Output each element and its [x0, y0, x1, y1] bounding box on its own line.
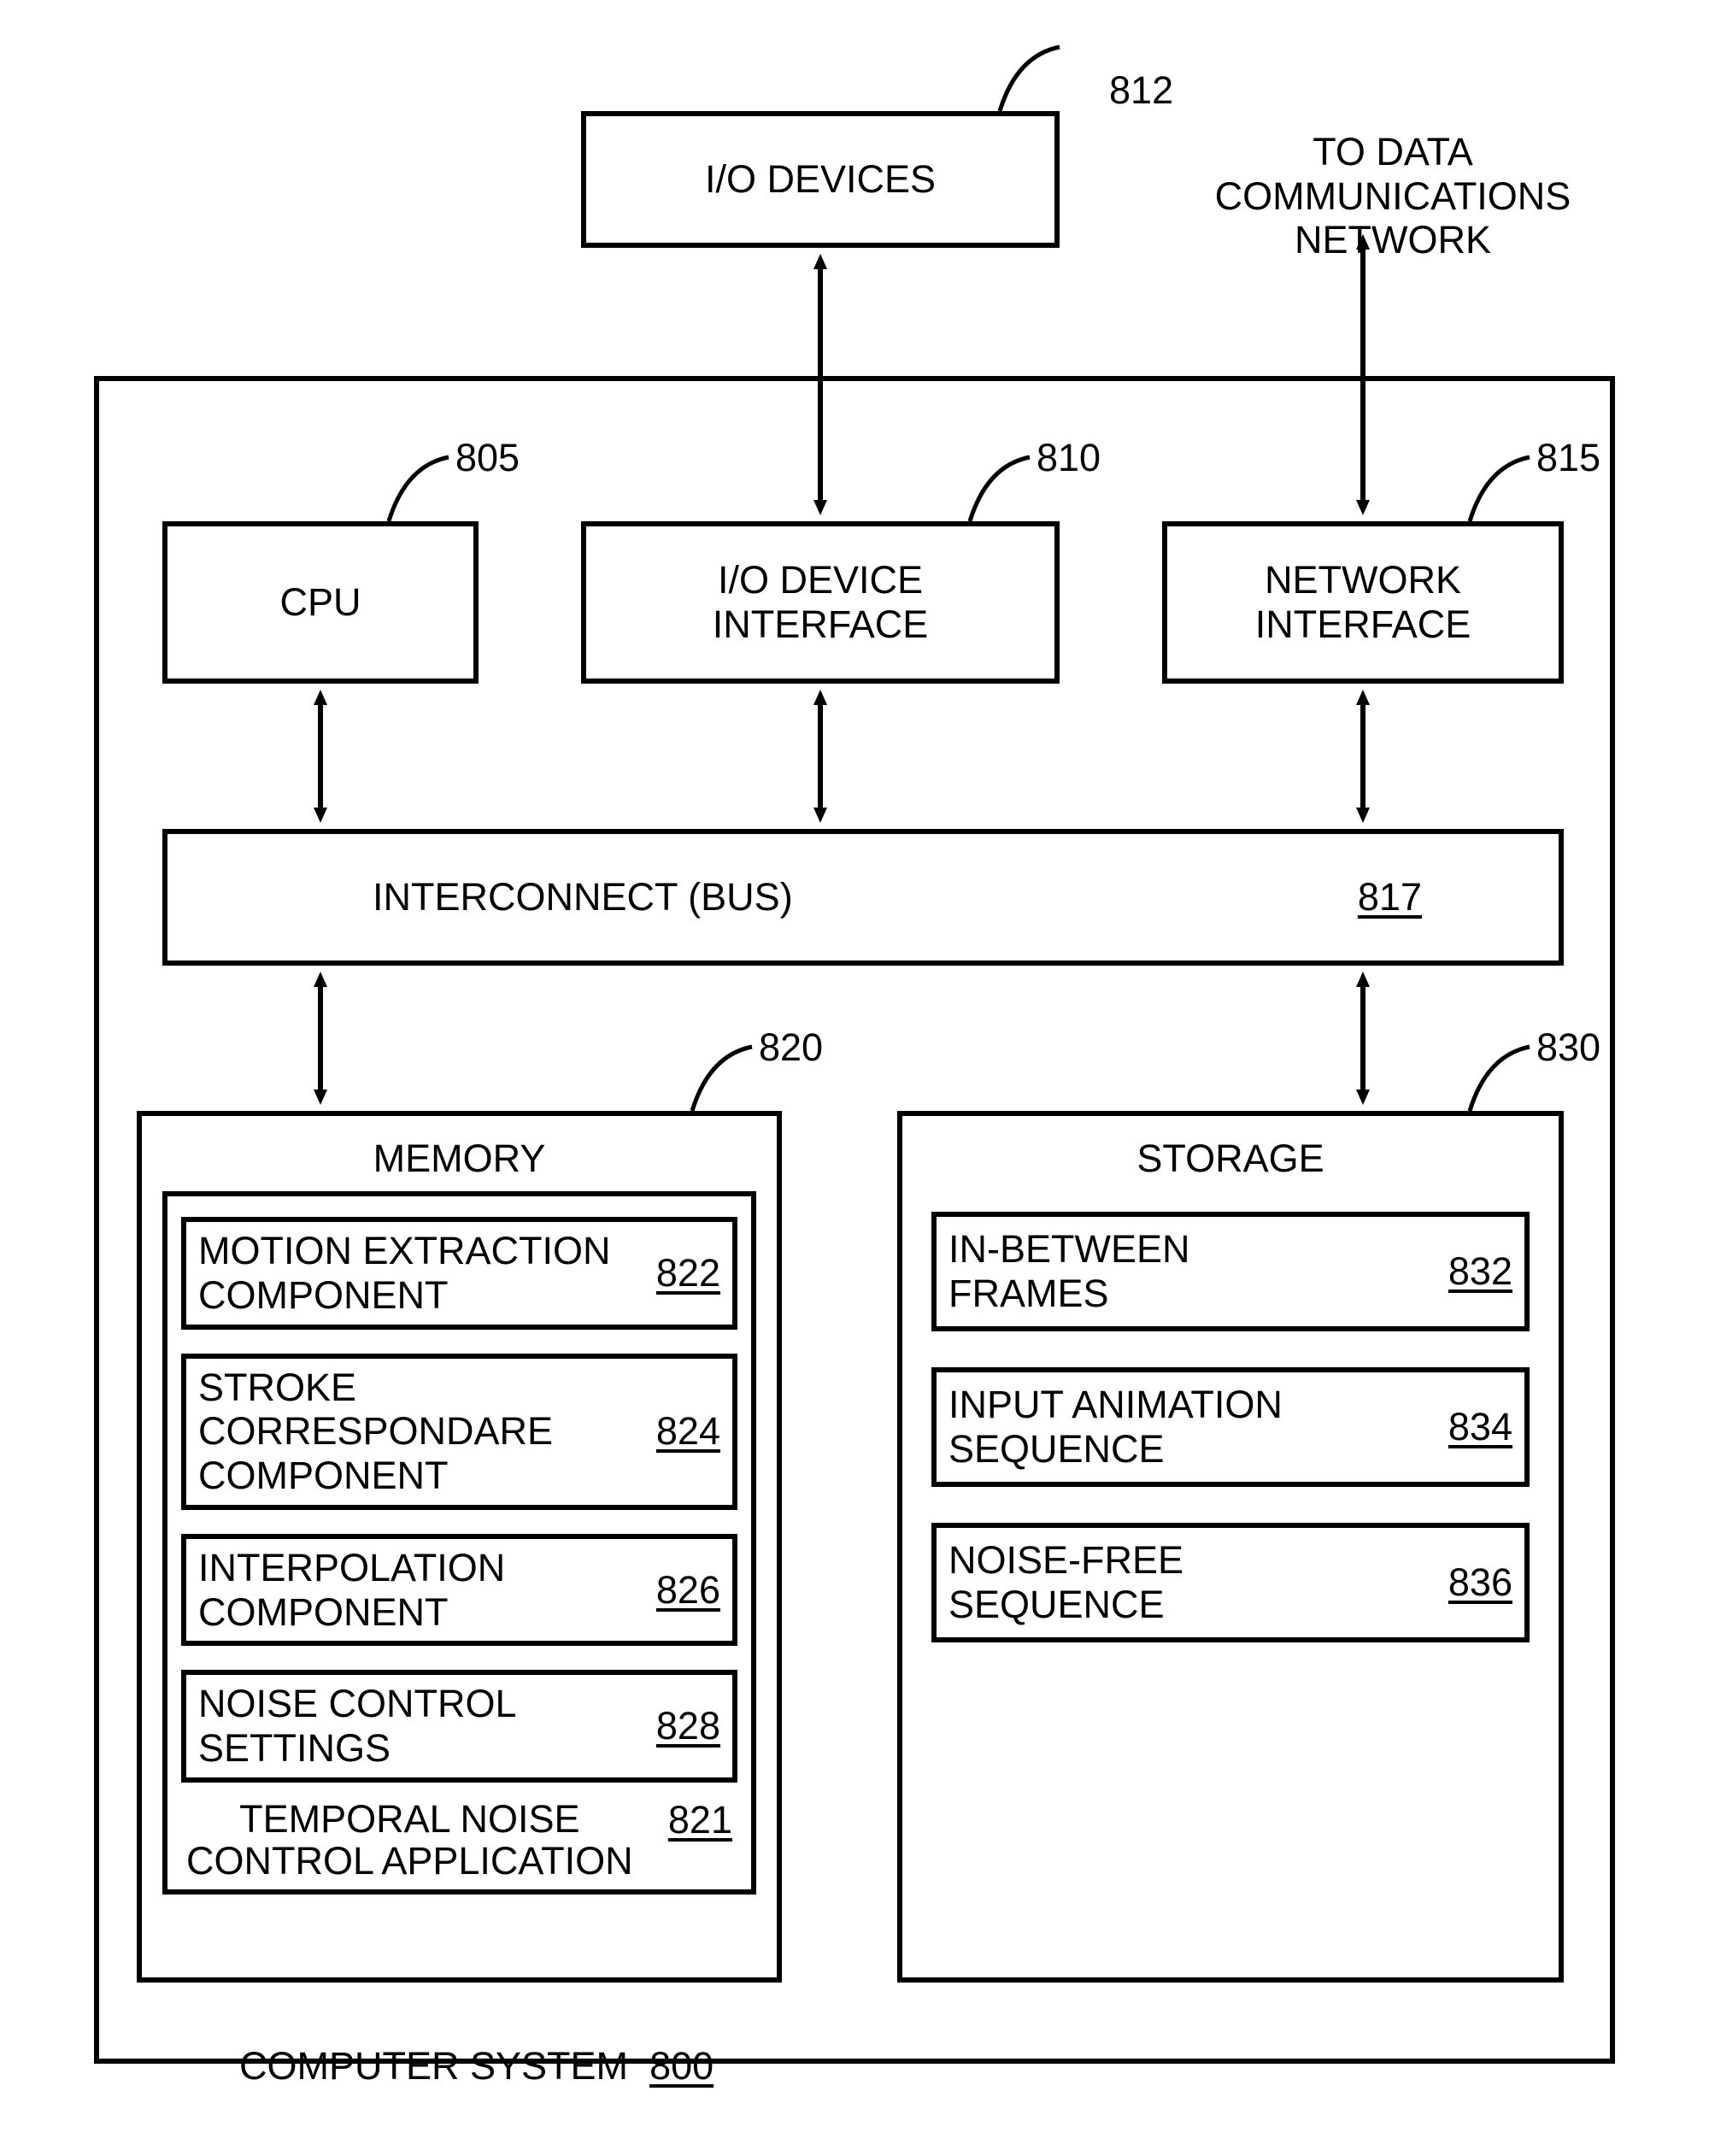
storage-ref: 830 [1536, 1025, 1600, 1070]
memory-title: MEMORY [162, 1137, 756, 1181]
io-devices-box: I/O DEVICES [581, 111, 1060, 248]
network-interface-box: NETWORK INTERFACE [1162, 521, 1564, 684]
memory-item-2-label: INTERPOLATION COMPONENT [198, 1546, 505, 1635]
bus-ref: 817 [1358, 875, 1422, 919]
bus-box: INTERCONNECT (BUS) 817 [162, 829, 1564, 966]
temporal-noise-app-title: TEMPORAL NOISE CONTROL APPLICATION [186, 1798, 633, 1883]
to-network-label: TO DATA COMMUNICATIONS NETWORK [1179, 85, 1606, 262]
io-interface-ref: 810 [1037, 436, 1101, 480]
io-devices-label: I/O DEVICES [705, 157, 936, 202]
memory-item-1: STROKE CORRESPONDARE COMPONENT 824 [181, 1354, 737, 1510]
storage-item-2-ref: 836 [1448, 1560, 1512, 1605]
network-interface-label: NETWORK INTERFACE [1255, 558, 1471, 647]
memory-ref: 820 [759, 1025, 823, 1070]
storage-item-1: INPUT ANIMATION SEQUENCE 834 [931, 1367, 1530, 1487]
memory-item-0: MOTION EXTRACTION COMPONENT 822 [181, 1217, 737, 1330]
storage-item-0: IN-BETWEEN FRAMES 832 [931, 1212, 1530, 1331]
memory-items: MOTION EXTRACTION COMPONENT 822 STROKE C… [181, 1205, 737, 1795]
memory-box: MEMORY MOTION EXTRACTION COMPONENT 822 S… [137, 1111, 782, 1983]
memory-item-1-ref: 824 [656, 1409, 720, 1454]
storage-box: STORAGE IN-BETWEEN FRAMES 832 INPUT ANIM… [897, 1111, 1564, 1983]
storage-item-0-label: IN-BETWEEN FRAMES [948, 1227, 1190, 1316]
storage-item-2-label: NOISE-FREE SEQUENCE [948, 1538, 1183, 1627]
memory-item-2-ref: 826 [656, 1568, 720, 1613]
storage-title: STORAGE [931, 1137, 1530, 1181]
memory-item-3-ref: 828 [656, 1704, 720, 1748]
storage-item-0-ref: 832 [1448, 1249, 1512, 1294]
io-interface-label: I/O DEVICE INTERFACE [713, 558, 929, 647]
storage-item-1-ref: 834 [1448, 1405, 1512, 1449]
memory-item-2: INTERPOLATION COMPONENT 826 [181, 1534, 737, 1647]
network-interface-ref: 815 [1536, 436, 1600, 480]
memory-item-3-label: NOISE CONTROL SETTINGS [198, 1682, 517, 1771]
cpu-label: CPU [279, 580, 361, 625]
io-interface-box: I/O DEVICE INTERFACE [581, 521, 1060, 684]
memory-item-0-label: MOTION EXTRACTION COMPONENT [198, 1229, 611, 1318]
io-devices-ref: 812 [1066, 24, 1173, 157]
temporal-noise-app-box: MOTION EXTRACTION COMPONENT 822 STROKE C… [162, 1191, 756, 1895]
cpu-box: CPU [162, 521, 479, 684]
memory-item-3: NOISE CONTROL SETTINGS 828 [181, 1670, 737, 1783]
storage-items: IN-BETWEEN FRAMES 832 INPUT ANIMATION SE… [931, 1200, 1530, 1654]
bus-label: INTERCONNECT (BUS) [373, 875, 793, 919]
storage-item-2: NOISE-FREE SEQUENCE 836 [931, 1523, 1530, 1642]
computer-system-label: COMPUTER SYSTEM 800 [197, 2000, 714, 2133]
storage-item-1-label: INPUT ANIMATION SEQUENCE [948, 1383, 1283, 1472]
memory-item-1-label: STROKE CORRESPONDARE COMPONENT [198, 1366, 553, 1498]
cpu-ref: 805 [455, 436, 520, 480]
temporal-noise-app-ref: 821 [668, 1798, 732, 1842]
temporal-noise-app-footer: TEMPORAL NOISE CONTROL APPLICATION 821 [181, 1795, 737, 1883]
memory-item-0-ref: 822 [656, 1251, 720, 1295]
